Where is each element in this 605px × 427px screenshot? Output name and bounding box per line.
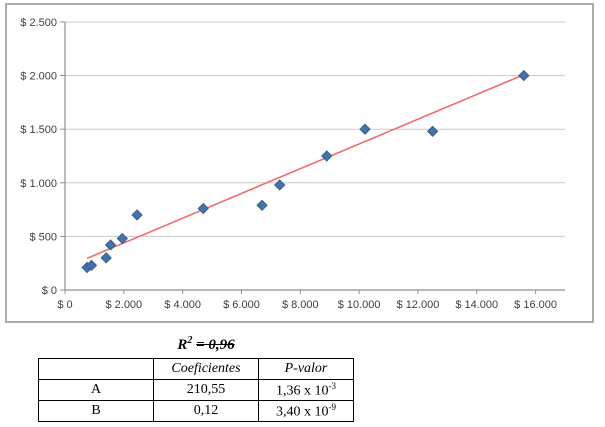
x-tick-label: $ 14.000: [455, 299, 498, 311]
data-point: [131, 209, 143, 221]
table-row: A 210,55 1,36 x 10-3: [38, 379, 354, 401]
x-tick-label: $ 12.000: [397, 299, 440, 311]
coeficiente-b: 0,12: [153, 400, 259, 422]
header-p-valor: P-valor: [258, 358, 354, 380]
data-point: [116, 232, 129, 245]
y-tick-label: $ 2.500: [20, 17, 57, 29]
data-point: [359, 123, 371, 135]
x-tick-label: $ 8.000: [282, 299, 319, 311]
r-squared-symbol: R2: [177, 335, 193, 353]
data-point: [104, 239, 117, 251]
coefficients-table: Coeficientes P-valor A 210,55 1,36 x 10-…: [38, 358, 354, 422]
row-label-b: B: [38, 400, 154, 422]
x-tick-label: $ 16.000: [514, 299, 557, 311]
row-label-a: A: [38, 379, 154, 401]
p-valor-a: 1,36 x 10-3: [258, 379, 354, 401]
trendline: [86, 72, 528, 260]
table-row: B 0,12 3,40 x 10-9: [38, 400, 354, 422]
table-header-row: Coeficientes P-valor: [38, 358, 354, 380]
data-point: [518, 69, 530, 82]
header-coeficientes: Coeficientes: [153, 358, 259, 380]
x-tick-label: $ 6.000: [223, 299, 260, 311]
coeficiente-a: 210,55: [153, 379, 259, 401]
data-point: [426, 125, 439, 138]
y-tick-label: $ 2.000: [20, 71, 57, 83]
x-tick-label: $ 2.000: [105, 299, 142, 311]
x-tick-label: $ 10.000: [338, 299, 381, 311]
y-tick-label: $ 500: [29, 231, 57, 243]
p-valor-b: 3,40 x 10-9: [258, 400, 354, 422]
data-point: [85, 259, 98, 272]
y-tick-label: $ 0: [42, 285, 57, 297]
y-tick-label: $ 1.500: [20, 124, 57, 136]
x-tick-label: $ 4.000: [164, 299, 201, 311]
header-empty: [38, 358, 154, 380]
scatter-chart: $ 0 $ 500 $ 1.000 $ 1.500 $ 2.000 $ 2.500 $ 0 $…: [20, 17, 565, 311]
y-tick-label: $ 1.000: [20, 178, 57, 190]
r-squared-value: = 0,96: [196, 337, 235, 353]
r-squared-label: R2 = 0,96: [100, 335, 312, 355]
data-point: [100, 252, 112, 264]
scatter-chart-frame: $ 0 $ 500 $ 1.000 $ 1.500 $ 2.000 $ 2.500 $ 0 $…: [5, 3, 594, 323]
x-tick-label: $ 0: [57, 299, 72, 311]
data-point: [197, 202, 209, 215]
data-point: [256, 199, 268, 212]
data-point: [321, 150, 333, 162]
data-point: [273, 179, 286, 191]
